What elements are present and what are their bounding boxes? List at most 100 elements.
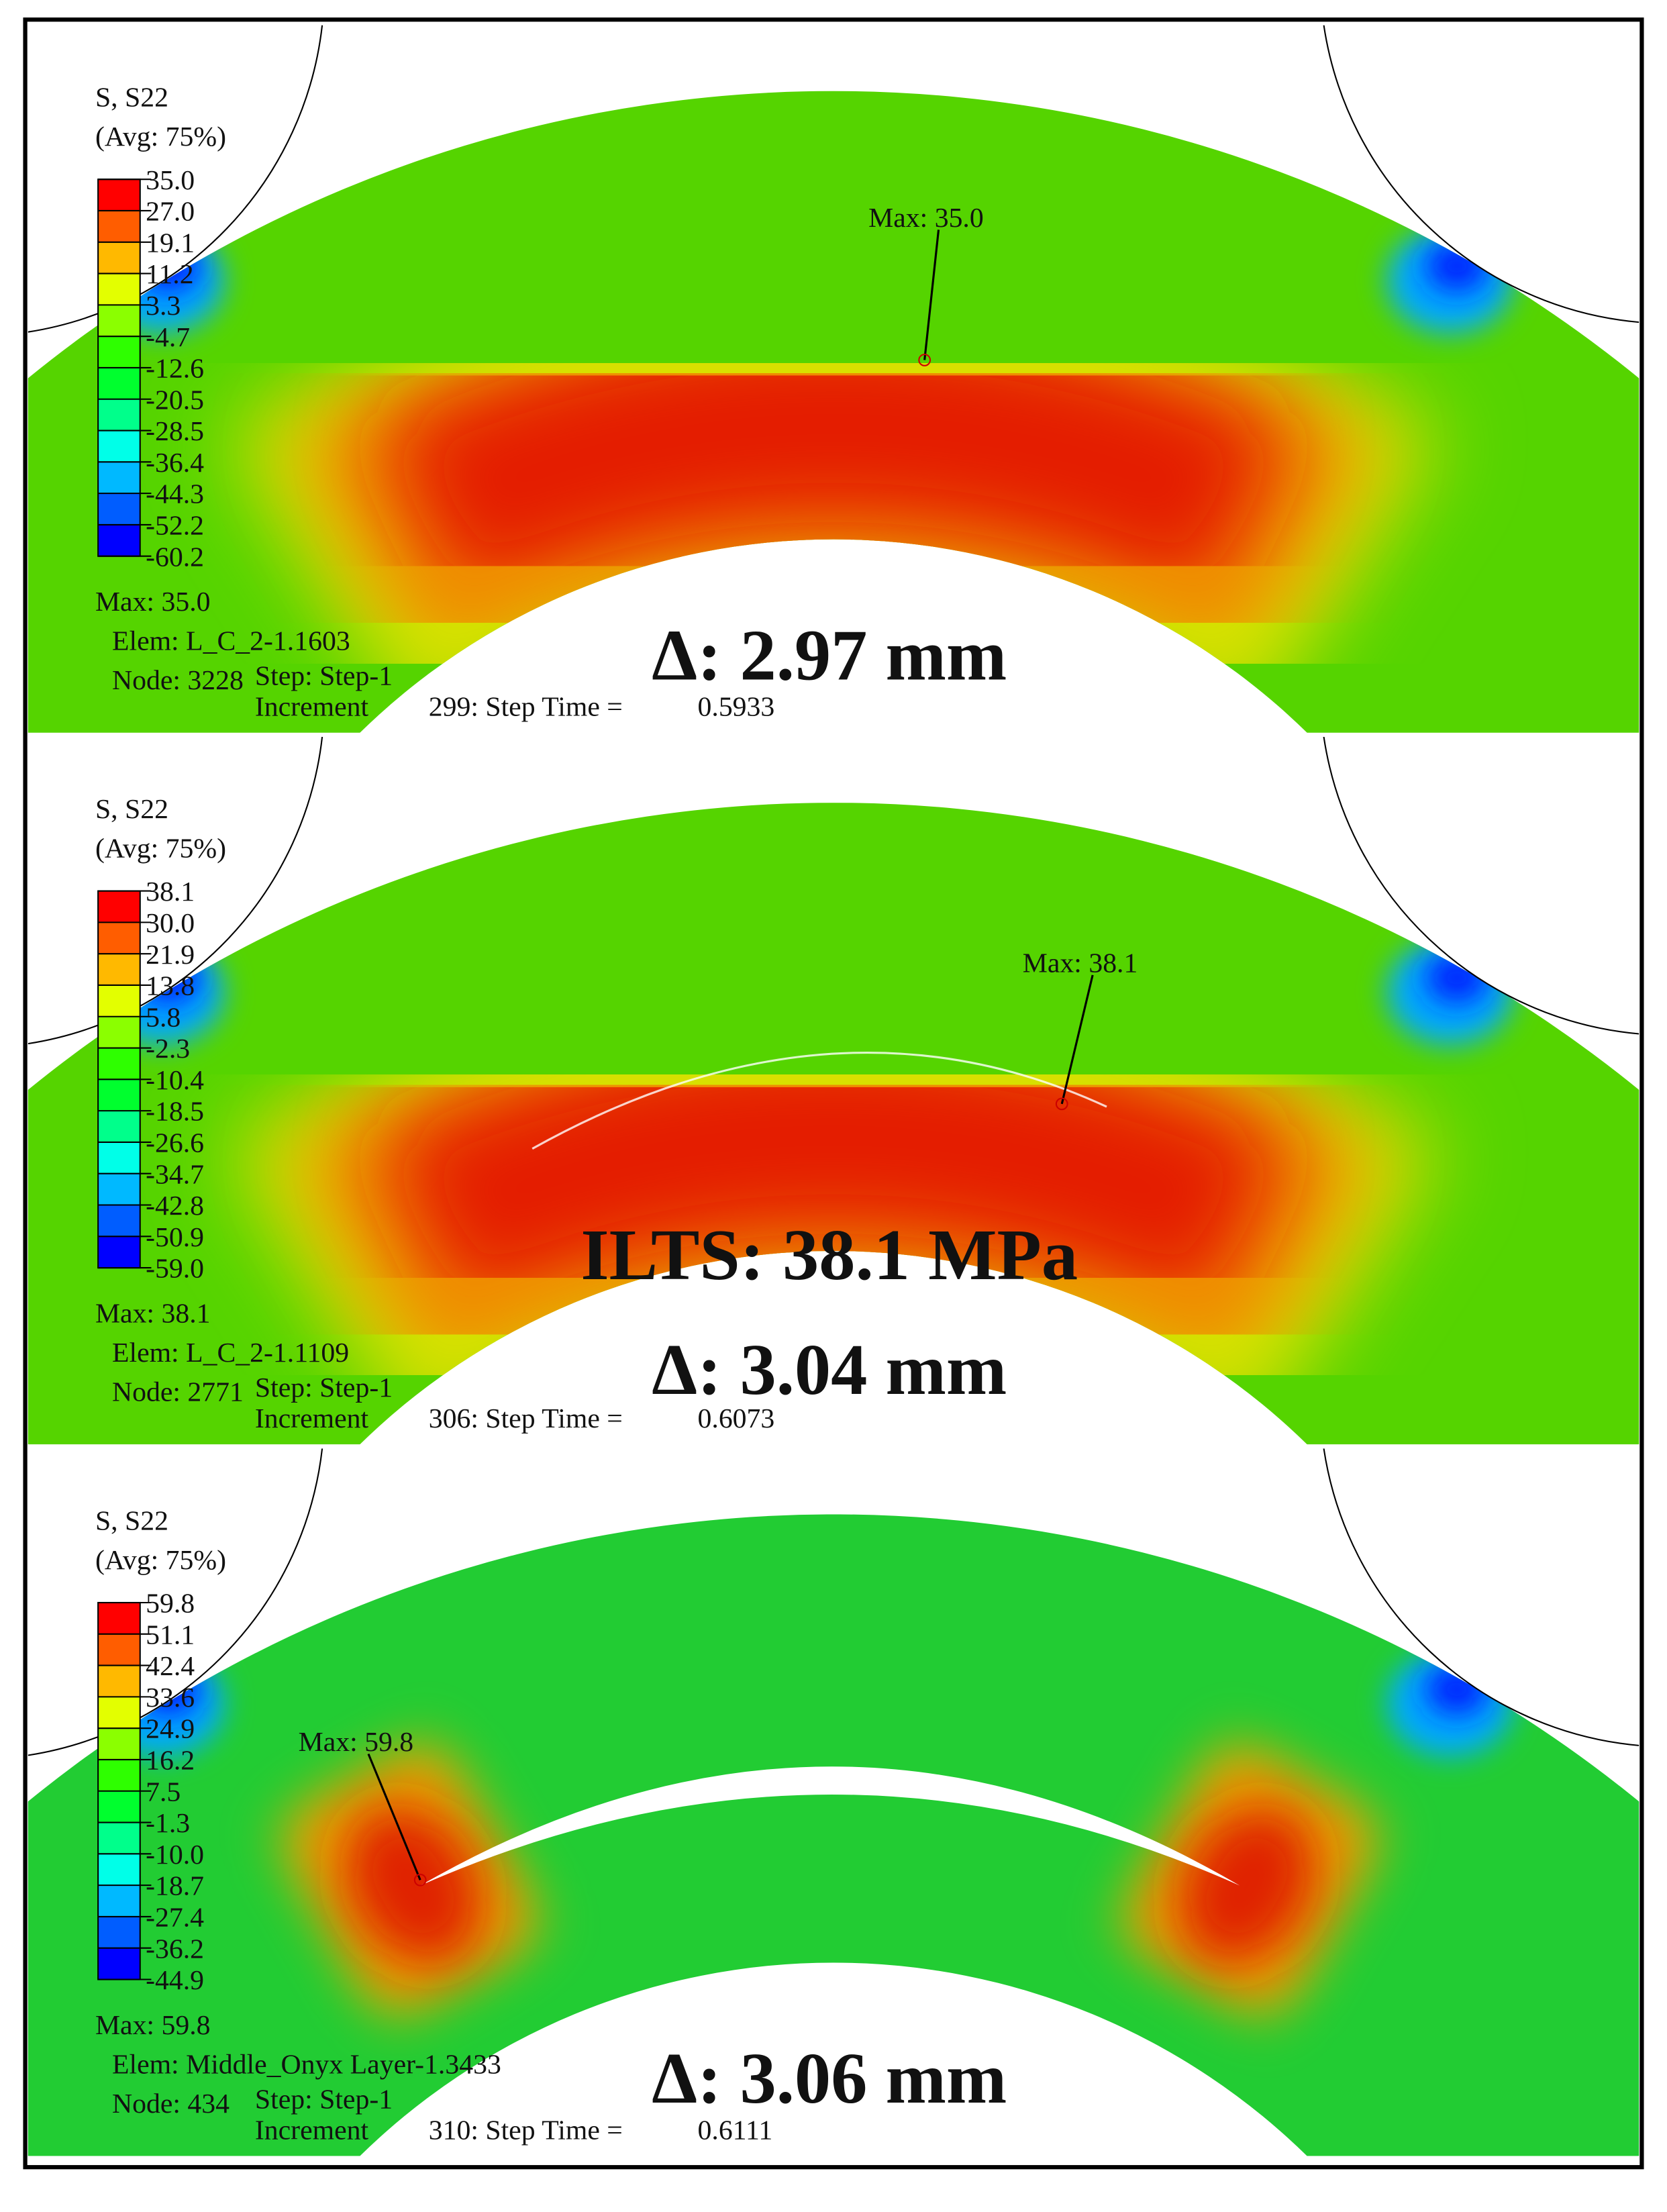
panel: S, S22(Avg: 75%)38.130.021.913.85.8-2.3-… xyxy=(28,736,1639,1445)
legend-level: 51.1 xyxy=(146,1619,195,1650)
legend-level: -34.7 xyxy=(146,1159,204,1190)
panel: S, S22 (Avg: 75%) 59.851.142.433.624.916.2… xyxy=(28,1448,1639,2156)
step-time: 0.6073 xyxy=(698,1403,775,1434)
legend-swatch xyxy=(98,336,140,368)
legend-level: -20.5 xyxy=(146,385,204,415)
stress-band xyxy=(377,325,1290,607)
deflection: Δ: 3.04 mm xyxy=(652,1329,1007,1410)
support-roller xyxy=(1323,736,1639,1035)
legend-level: -42.8 xyxy=(146,1191,204,1221)
legend-level: -12.6 xyxy=(146,354,204,385)
legend-level: -27.4 xyxy=(146,1903,204,1933)
ilts-value: ILTS: 38.1 MPa xyxy=(580,1215,1078,1295)
legend-swatch xyxy=(98,1602,140,1635)
contour-area xyxy=(28,25,1639,733)
increment-label: Increment xyxy=(255,692,369,723)
deflection: Δ: 2.97 mm xyxy=(652,615,1007,695)
specimen xyxy=(28,91,1639,733)
legend-avg: (Avg: 75%) xyxy=(95,833,226,864)
legend-swatch xyxy=(98,367,140,400)
legend-swatch xyxy=(98,1016,140,1049)
legend-level: -28.5 xyxy=(146,416,204,447)
crack xyxy=(532,1052,1107,1150)
legend-level: 11.2 xyxy=(146,259,194,290)
legend-swatch xyxy=(98,305,140,338)
legend-level: -44.3 xyxy=(146,479,204,510)
legend-swatch xyxy=(98,242,140,274)
increment-info: 306: Step Time = xyxy=(429,1403,623,1434)
legend-level: 30.0 xyxy=(146,908,195,939)
panel: S, S22(Avg: 75%)35.027.019.111.23.3-4.7-… xyxy=(28,25,1639,733)
legend-level: -52.2 xyxy=(146,511,204,542)
legend-level: 35.0 xyxy=(146,165,195,196)
stress-zone xyxy=(1178,1806,1316,1965)
max-annotation: Max: 59.8 xyxy=(299,1727,414,1758)
legend-level: -10.4 xyxy=(146,1065,204,1096)
legend-swatch xyxy=(98,1697,140,1729)
legend-title: S, S22 xyxy=(95,794,168,825)
legend-level: 27.0 xyxy=(146,197,195,228)
step-info: Step: Step-1 xyxy=(255,661,393,692)
contour-area xyxy=(28,736,1639,1445)
legend-swatch xyxy=(98,1759,140,1792)
max-leader xyxy=(367,1753,421,1880)
legend-level: -50.9 xyxy=(146,1222,204,1253)
increment-label: Increment xyxy=(255,1403,369,1434)
legend-level: -36.2 xyxy=(146,1933,204,1964)
support-roller xyxy=(28,736,323,1045)
legend-level: -4.7 xyxy=(146,322,190,353)
legend-level: 13.8 xyxy=(146,971,195,1002)
max-annotation: Max: 38.1 xyxy=(1023,948,1138,979)
delamination xyxy=(420,1766,1240,1886)
legend-level: -18.5 xyxy=(146,1097,204,1127)
node-info: Node: 2771 xyxy=(112,1376,244,1407)
legend-swatch xyxy=(98,524,140,557)
step-info: Step: Step-1 xyxy=(255,2084,393,2115)
legend-swatch xyxy=(98,273,140,306)
increment-info: 299: Step Time = xyxy=(429,692,623,723)
legend-swatch xyxy=(98,1633,140,1666)
legend-avg: (Avg: 75%) xyxy=(95,1545,226,1576)
legend-level: -59.0 xyxy=(146,1254,204,1285)
legend-level: -36.4 xyxy=(146,448,204,479)
legend-level: 19.1 xyxy=(146,228,195,258)
legend-swatch xyxy=(98,462,140,495)
legend-level: -1.3 xyxy=(146,1808,190,1839)
legend-swatch xyxy=(98,954,140,987)
support-roller xyxy=(1323,25,1639,323)
legend-swatch xyxy=(98,1236,140,1269)
legend-level: 33.6 xyxy=(146,1682,195,1713)
legend-title: S, S22 xyxy=(95,1505,168,1536)
legend-swatch xyxy=(98,399,140,432)
legend-level: -44.9 xyxy=(146,1965,204,1996)
legend-swatch xyxy=(98,1916,140,1949)
step-info: Step: Step-1 xyxy=(255,1372,393,1403)
legend-swatch xyxy=(98,1791,140,1823)
max-point xyxy=(1055,1097,1068,1111)
legend-swatch xyxy=(98,430,140,463)
legend-swatch xyxy=(98,210,140,243)
node-info: Node: 434 xyxy=(112,2089,230,2119)
max-annotation: Max: 35.0 xyxy=(868,203,984,234)
legend-level: 5.8 xyxy=(146,1002,181,1033)
legend-swatch xyxy=(98,1665,140,1698)
deflection: Δ: 3.06 mm xyxy=(652,2038,1007,2119)
elem-info: Elem: Middle_Onyx Layer-1.3433 xyxy=(112,2049,501,2080)
legend-swatch xyxy=(98,922,140,955)
legend-swatch xyxy=(98,1142,140,1174)
legend-level: -10.0 xyxy=(146,1840,204,1870)
legend-swatch xyxy=(98,1854,140,1887)
increment-label: Increment xyxy=(255,2115,369,2146)
increment-info: 310: Step Time = xyxy=(429,2115,623,2146)
legend-level: -2.3 xyxy=(146,1034,190,1064)
legend-title: S, S22 xyxy=(95,83,168,113)
step-time: 0.6111 xyxy=(698,2115,773,2146)
legend-swatch xyxy=(98,179,140,212)
max-info: Max: 38.1 xyxy=(95,1299,211,1329)
legend-level: -26.6 xyxy=(146,1128,204,1159)
legend-swatch xyxy=(98,1173,140,1206)
legend-swatch xyxy=(98,891,140,923)
legend-level: 42.4 xyxy=(146,1651,195,1682)
legend-level: -60.2 xyxy=(146,542,204,572)
